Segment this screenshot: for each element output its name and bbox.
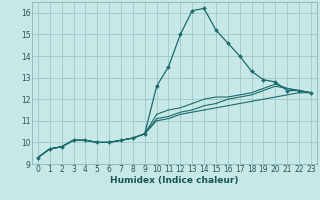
X-axis label: Humidex (Indice chaleur): Humidex (Indice chaleur) — [110, 176, 239, 185]
